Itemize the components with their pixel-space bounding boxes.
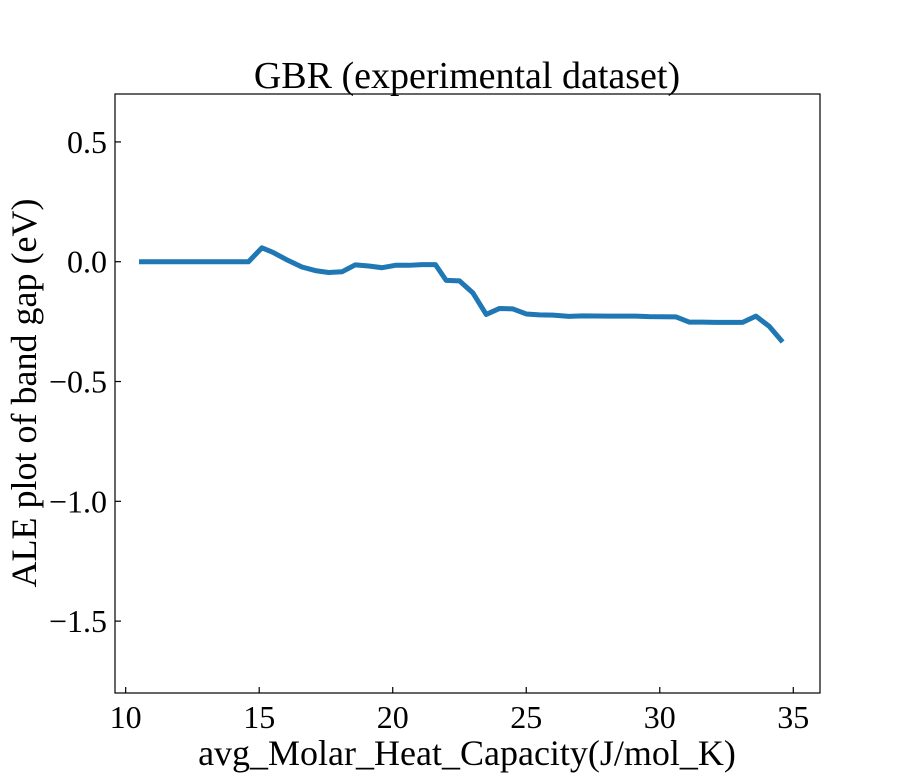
series-line-0: [139, 245, 785, 344]
x-tick-label: 10: [110, 699, 142, 735]
x-tick-label: 35: [777, 699, 809, 735]
x-tick-label: 25: [510, 699, 542, 735]
y-tick-label: −1.0: [49, 483, 107, 519]
y-tick-label: −1.5: [49, 603, 107, 639]
y-axis-label: ALE plot of band gap (eV): [4, 199, 44, 588]
y-tick-label: 0.5: [67, 124, 107, 160]
y-tick-label: −0.5: [49, 364, 107, 400]
series-layer: [139, 245, 785, 344]
x-axis-ticks: 10 15 20 25 30 35: [110, 687, 809, 735]
y-axis-ticks: 0.5 0.0 −0.5 −1.0 −1.5: [49, 124, 121, 639]
x-axis-label: avg_Molar_Heat_Capacity(J/mol_K): [198, 733, 736, 773]
x-tick-label: 15: [243, 699, 275, 735]
x-tick-label: 30: [644, 699, 676, 735]
plot-frame: [114, 93, 821, 694]
x-tick-label: 20: [377, 699, 409, 735]
chart-title: GBR (experimental dataset): [254, 55, 680, 97]
plot-area: 10 15 20 25 30 35 0.5 0.0 −0.5 −1.0 −1.5: [49, 93, 821, 735]
y-tick-label: 0.0: [67, 244, 107, 280]
